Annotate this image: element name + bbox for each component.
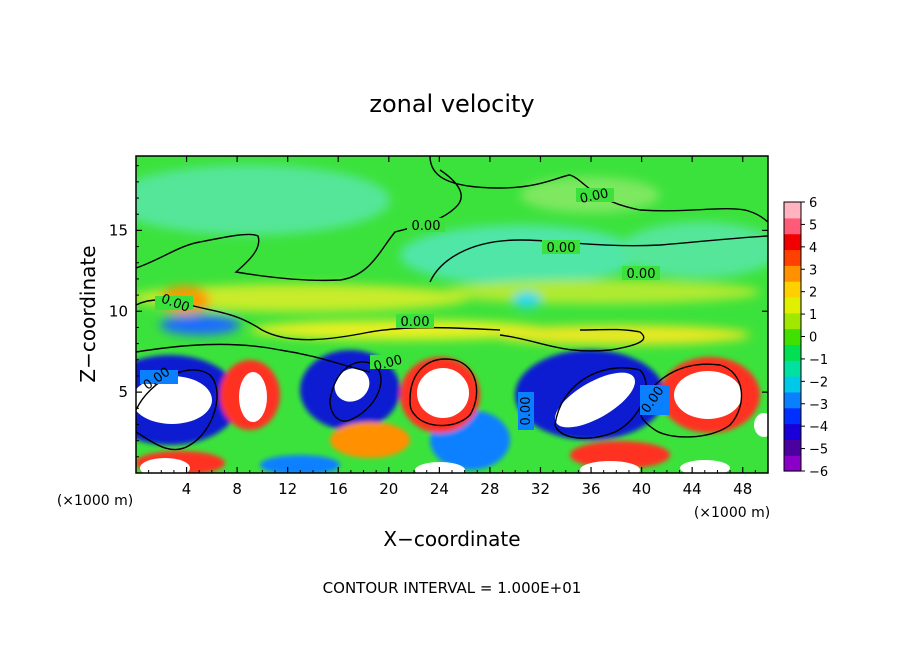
colorbar-swatch — [784, 265, 801, 282]
x-units-label: (×1000 m) — [57, 493, 133, 509]
contour-label: 0.00 — [401, 315, 430, 330]
colorbar-label: −6 — [809, 465, 828, 480]
y-tick-label: 15 — [109, 221, 128, 239]
colorbar-label: −5 — [809, 443, 828, 458]
x-tick-label: 24 — [430, 480, 449, 498]
y-tick-label: 5 — [118, 383, 128, 401]
colorbar-swatch — [784, 249, 801, 266]
contour-label: 0.00 — [627, 267, 656, 282]
colorbar-swatch — [784, 376, 801, 393]
colorbar-label: 0 — [809, 331, 817, 346]
contour-label: 0.00 — [412, 219, 441, 234]
x-tick-label: 36 — [581, 480, 600, 498]
chart-title: zonal velocity — [369, 90, 534, 118]
x-tick-label: 20 — [379, 480, 398, 498]
colorbar-label: 3 — [809, 263, 817, 278]
x-tick-label: 4 — [182, 480, 192, 498]
x-axis-title: X−coordinate — [383, 527, 520, 551]
x-axis: 4 8 12 16 20 24 28 32 36 40 44 48 — [148, 156, 756, 498]
colorbar-label: 4 — [809, 241, 817, 256]
colorbar-swatch — [784, 407, 801, 425]
z-units-label: (×1000 m) — [694, 505, 770, 521]
colorbar-swatch — [784, 296, 801, 314]
contour-label: 0.00 — [547, 241, 576, 256]
x-tick-label: 12 — [278, 480, 297, 498]
colorbar-label: −2 — [809, 375, 828, 390]
x-tick-label: 28 — [480, 480, 499, 498]
colorbar-swatch — [784, 423, 801, 440]
colorbar-swatch — [784, 344, 801, 361]
contour-labels: 0.00 0.00 0.00 0.00 0.00 0.00 0.00 0.00 … — [140, 186, 670, 430]
x-tick-label: 48 — [733, 480, 752, 498]
colorbar-label: −3 — [809, 398, 828, 413]
colorbar-swatch — [784, 391, 801, 409]
heatmap-field: 0.00 0.00 0.00 0.00 0.00 0.00 0.00 0.00 … — [136, 156, 768, 473]
x-tick-label: 40 — [632, 480, 651, 498]
colorbar-swatch — [784, 312, 801, 330]
colorbar-swatch — [784, 328, 801, 346]
x-tick-label: 8 — [232, 480, 242, 498]
contour-label: 0.00 — [519, 397, 534, 426]
colorbar-label: 6 — [809, 196, 817, 211]
y-axis-title: Z−coordinate — [76, 245, 100, 382]
x-tick-label: 44 — [683, 480, 702, 498]
colorbar-swatch — [784, 455, 801, 472]
colorbar-swatch — [784, 233, 801, 251]
colorbar-swatch — [784, 202, 801, 219]
x-tick-label: 16 — [329, 480, 348, 498]
colorbar-swatch — [784, 281, 801, 298]
x-tick-label: 32 — [531, 480, 550, 498]
y-tick-label: 10 — [109, 302, 128, 320]
colorbar-label: 2 — [809, 286, 817, 301]
colorbar-swatch — [784, 439, 801, 456]
colorbar: 6 5 4 3 2 1 0 −1 −2 −3 −4 −5 −6 — [783, 196, 828, 480]
y-axis: 5 10 15 — [109, 165, 768, 458]
contour-label: 0.00 — [579, 186, 610, 207]
colorbar-swatch — [784, 360, 801, 377]
field-extreme-cores — [136, 368, 768, 473]
contour-label: 0.00 — [372, 353, 404, 375]
colorbar-label: −4 — [809, 420, 828, 435]
colorbar-label: −1 — [809, 353, 828, 368]
colorbar-label: 5 — [809, 218, 817, 233]
colorbar-swatch — [784, 217, 801, 235]
colorbar-label: 1 — [809, 308, 817, 323]
contour-interval-note: CONTOUR INTERVAL = 1.000E+01 — [323, 579, 582, 597]
